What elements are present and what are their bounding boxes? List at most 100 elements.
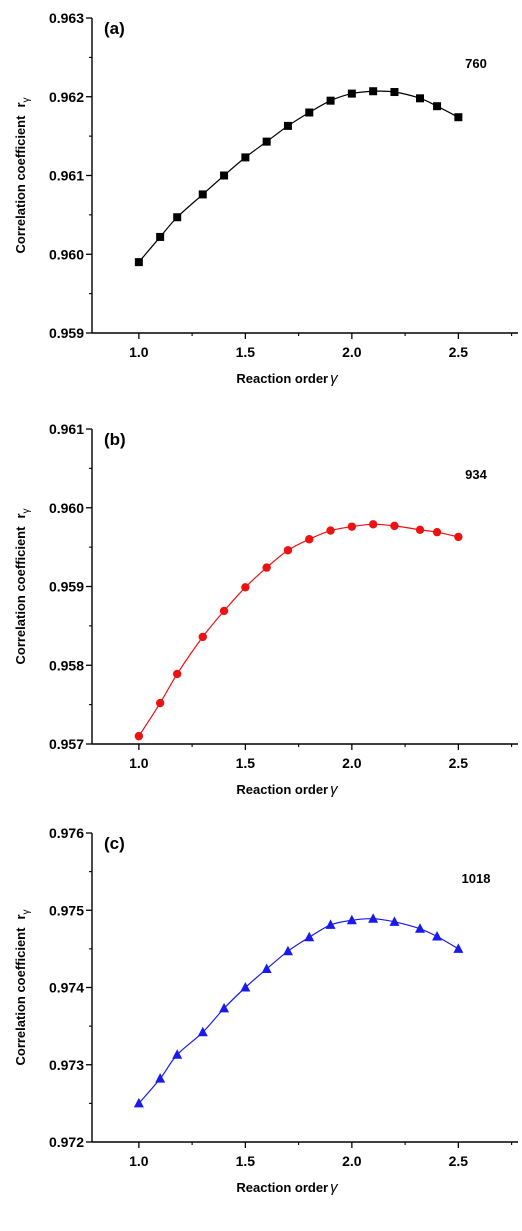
x-tick-label: 2.5 <box>449 344 469 360</box>
y-tick-label: 0.961 <box>49 168 84 184</box>
y-tick-label: 0.960 <box>49 246 84 262</box>
y-axis-label: Correlation coefficient rγ <box>13 508 32 664</box>
x-tick-label: 1.5 <box>236 755 256 771</box>
panel-annotation: 760 <box>465 56 487 71</box>
data-point <box>172 1049 183 1059</box>
data-point <box>347 522 357 531</box>
data-point <box>454 113 463 122</box>
x-axis-label: Reaction order γ <box>236 781 339 798</box>
data-point <box>326 96 335 105</box>
data-point <box>390 88 399 97</box>
x-tick-label: 2.0 <box>342 755 362 771</box>
data-point <box>369 87 378 96</box>
data-point <box>432 527 442 537</box>
data-point <box>173 669 182 679</box>
panel-annotation: 934 <box>465 467 487 482</box>
y-tick-label: 0.973 <box>49 1057 84 1073</box>
data-point <box>416 94 425 103</box>
y-axis-label-symbol: r <box>13 914 28 919</box>
data-point <box>346 914 357 925</box>
data-point <box>262 563 271 572</box>
y-axis-label-subscript: γ <box>21 97 32 102</box>
y-tick-label: 0.959 <box>49 579 84 595</box>
data-point <box>283 121 292 130</box>
x-tick-label: 1.5 <box>236 1153 256 1169</box>
panel-annotation: 1018 <box>462 871 491 886</box>
y-tick-label: 0.972 <box>49 1134 84 1150</box>
x-axis-label-text: Reaction order <box>236 371 328 386</box>
y-axis-label-subscript: γ <box>21 508 32 513</box>
data-point <box>304 931 315 942</box>
data-point <box>219 1002 230 1013</box>
y-tick-label: 0.960 <box>49 500 84 516</box>
data-point <box>241 153 250 162</box>
data-point <box>389 916 400 926</box>
data-point <box>133 1097 144 1108</box>
y-tick-label: 0.976 <box>49 825 84 841</box>
data-point <box>305 108 314 117</box>
data-point <box>155 1073 166 1083</box>
data-point <box>433 102 442 111</box>
x-axis-label-symbol: γ <box>330 370 339 387</box>
x-tick-label: 2.5 <box>449 1153 469 1169</box>
y-tick-label: 0.963 <box>49 10 84 26</box>
x-tick-label: 1.5 <box>236 344 256 360</box>
data-point <box>220 171 229 180</box>
x-axis-label-symbol: γ <box>330 1179 339 1196</box>
data-point <box>347 89 356 98</box>
y-tick-label: 0.962 <box>49 89 84 105</box>
data-point <box>368 520 378 529</box>
data-point <box>453 943 464 953</box>
data-point <box>219 606 229 616</box>
panel-label: (b) <box>104 430 126 449</box>
data-point <box>390 521 399 531</box>
x-axis-label-text: Reaction order <box>236 782 328 797</box>
y-axis-label-subscript: γ <box>21 909 32 914</box>
data-point <box>282 945 293 956</box>
y-tick-label: 0.959 <box>49 325 84 341</box>
y-tick-label: 0.957 <box>49 736 84 752</box>
x-axis-label: Reaction order γ <box>236 370 339 387</box>
data-point <box>262 137 271 146</box>
chart-panel-1: 0.959 0.960 0.961 0.962 0.963 1.0 1.5 2.0 2.5 (a)… <box>13 10 518 387</box>
data-point <box>454 532 463 542</box>
data-point <box>198 190 207 199</box>
data-point <box>261 963 272 973</box>
y-axis-label-text: Correlation coefficient <box>13 115 28 254</box>
data-point <box>241 583 250 592</box>
y-axis-label-symbol: r <box>13 102 28 107</box>
panel-label: (a) <box>104 19 125 38</box>
y-tick-label: 0.958 <box>49 657 84 673</box>
y-axis-label-text: Correlation coefficient <box>13 526 28 665</box>
x-tick-label: 1.0 <box>129 1153 149 1169</box>
data-point <box>325 919 336 929</box>
y-axis-label-text: Correlation coefficient <box>13 927 28 1066</box>
panel-label: (c) <box>104 834 125 853</box>
x-axis-label-symbol: γ <box>330 781 339 798</box>
chart-panel-3: 0.972 0.973 0.974 0.975 0.976 1.0 1.5 2.0 2.5 (c)… <box>13 825 518 1196</box>
x-axis-label: Reaction order γ <box>236 1179 339 1196</box>
x-tick-label: 2.0 <box>342 1153 362 1169</box>
data-point <box>240 982 251 992</box>
series-line <box>138 918 459 1104</box>
x-tick-label: 1.0 <box>129 344 149 360</box>
x-tick-label: 2.0 <box>342 344 362 360</box>
data-point <box>198 632 207 642</box>
x-axis-label-text: Reaction order <box>236 1180 328 1195</box>
y-axis-label: Correlation coefficient rγ <box>13 909 32 1065</box>
data-point <box>326 526 335 535</box>
y-tick-label: 0.961 <box>49 421 84 437</box>
data-point <box>156 232 165 241</box>
data-point <box>415 525 425 534</box>
y-tick-label: 0.975 <box>49 902 84 918</box>
series-line <box>138 523 459 737</box>
data-point <box>197 1026 208 1037</box>
data-point <box>368 913 379 923</box>
data-point <box>283 546 293 555</box>
data-point <box>432 931 443 941</box>
data-point <box>134 258 143 267</box>
data-point <box>305 535 314 544</box>
data-point <box>173 213 182 222</box>
x-tick-label: 1.0 <box>129 755 149 771</box>
